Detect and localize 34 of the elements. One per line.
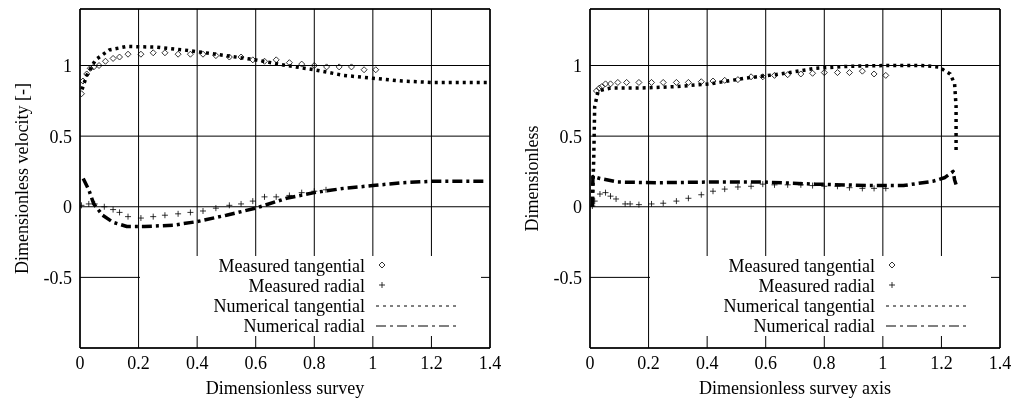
x-tick-label: 0.6 — [754, 352, 777, 373]
x-tick-label: 1.4 — [988, 352, 1012, 373]
x-tick-label: 0.8 — [813, 352, 836, 373]
legend-label: Measured radial — [248, 276, 365, 296]
y-axis-title: Dimensionless velocity [-] — [12, 83, 33, 274]
x-axis-title: Dimensionless survey axis — [699, 378, 891, 398]
legend-label: Numerical radial — [243, 316, 365, 336]
x-axis-title: Dimensionless survey — [205, 378, 365, 398]
x-tick-label: 1 — [878, 352, 888, 373]
legend-label: Measured radial — [758, 276, 875, 296]
x-tick-label: 1.2 — [420, 352, 443, 373]
x-tick-label: 0.2 — [127, 352, 150, 373]
legend-label: Measured tangential — [218, 256, 365, 276]
x-tick-label: 1 — [368, 352, 378, 373]
y-tick-label: -0.5 — [43, 267, 72, 288]
y-tick-label: 0 — [573, 197, 582, 218]
x-tick-label: 0.8 — [303, 352, 326, 373]
legend-label: Measured tangential — [728, 256, 875, 276]
y-tick-label: 0.5 — [49, 126, 72, 147]
x-tick-label: 1.2 — [930, 352, 953, 373]
x-tick-label: 0.6 — [244, 352, 267, 373]
y-tick-label: 0 — [63, 197, 72, 218]
legend-label: Numerical radial — [753, 316, 875, 336]
y-tick-label: -0.5 — [553, 267, 582, 288]
y-axis-title: Dimensionless — [522, 125, 543, 232]
y-tick-label: 0.5 — [559, 126, 582, 147]
legend-label: Numerical tangential — [723, 296, 875, 316]
y-tick-label: 1 — [573, 55, 582, 76]
x-tick-label: 0.2 — [637, 352, 660, 373]
x-tick-label: 0.4 — [695, 352, 719, 373]
legend-label: Numerical tangential — [213, 296, 365, 316]
y-tick-label: 1 — [63, 55, 72, 76]
x-tick-label: 1.4 — [478, 352, 502, 373]
x-tick-label: 0.4 — [185, 352, 209, 373]
